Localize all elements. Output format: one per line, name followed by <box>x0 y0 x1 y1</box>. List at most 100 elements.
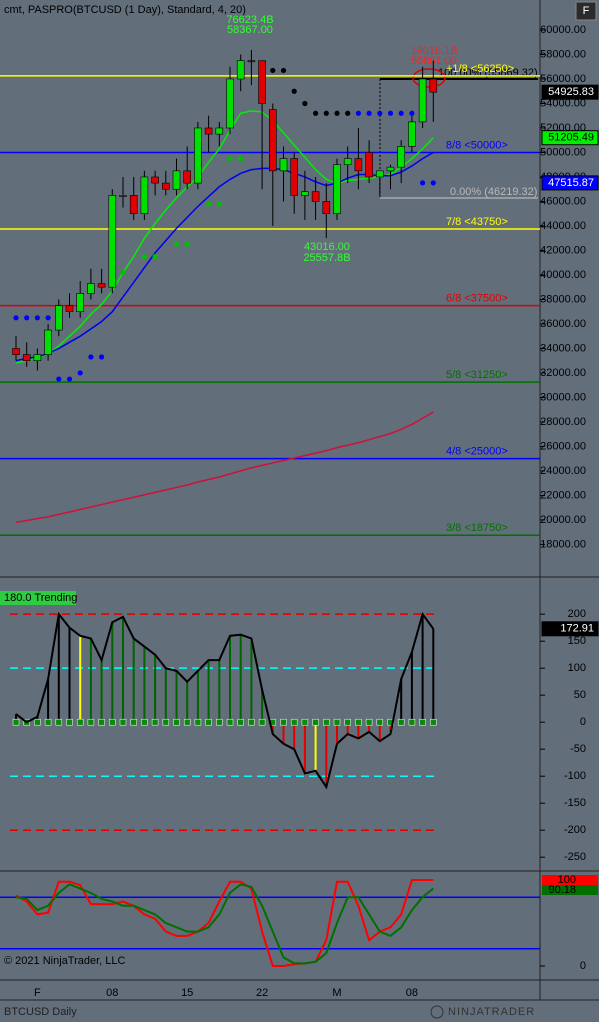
signal-dot <box>56 376 62 382</box>
y-tick-label: 44000.00 <box>540 220 586 232</box>
signal-dot <box>184 241 190 247</box>
candle-body <box>301 191 309 196</box>
signal-dot <box>302 100 308 107</box>
signal-dot <box>387 110 394 116</box>
candle-body <box>54 305 63 331</box>
x-tick-label: 08 <box>106 987 118 999</box>
zero-marker <box>98 718 105 726</box>
signal-dot <box>206 201 212 207</box>
x-tick-label: F <box>34 987 41 999</box>
histogram-bar <box>421 614 424 723</box>
histogram-bar <box>100 660 103 723</box>
price-badge-label: 47515.87 <box>548 177 594 189</box>
level-label: 7/8 <43750> <box>446 216 508 228</box>
logo: NINJATRADER <box>448 1006 535 1018</box>
candle-body <box>365 152 373 178</box>
histogram-bar <box>432 628 435 723</box>
histogram-bar <box>154 654 157 723</box>
candle-body <box>375 170 384 178</box>
moving-average <box>15 151 434 362</box>
signal-dot <box>270 67 276 74</box>
histogram-bar <box>357 722 360 739</box>
histogram-bar <box>261 689 264 723</box>
histogram-bar <box>229 635 231 723</box>
zero-marker <box>312 718 319 726</box>
price-badge <box>541 621 599 637</box>
zero-marker <box>55 718 63 726</box>
candle-body <box>418 78 427 123</box>
histogram-bar <box>239 634 242 723</box>
signal-dot <box>152 253 158 260</box>
y-tick-label: 40000.00 <box>540 269 586 281</box>
panel-button-label[interactable]: F <box>583 5 590 17</box>
histogram-bar <box>143 646 146 723</box>
zero-marker <box>183 718 191 726</box>
zero-marker <box>226 718 234 726</box>
zero-marker <box>365 718 373 726</box>
histogram-bar <box>196 670 199 723</box>
annotation: 58367.00 <box>227 24 273 36</box>
zero-marker <box>408 718 416 726</box>
y-tick-label: 54000.00 <box>540 97 586 109</box>
signal-dot <box>430 180 436 186</box>
price-badge <box>541 84 599 100</box>
histogram-bar <box>325 722 328 787</box>
level-label: 6/8 <37500> <box>446 292 508 304</box>
y-tick-label: -150 <box>564 797 586 809</box>
y-tick-label: 56000.00 <box>540 73 586 85</box>
candle-body <box>333 164 341 215</box>
candle-body <box>215 127 224 135</box>
moving-average <box>15 110 434 364</box>
y-tick-label: 34000.00 <box>540 342 586 354</box>
histogram-bar <box>250 638 253 723</box>
histogram-bar <box>47 678 50 723</box>
value-badge-label: 100 <box>558 874 576 886</box>
histogram-bar <box>389 722 392 735</box>
histogram-bar <box>378 722 381 742</box>
value-badge <box>542 885 598 895</box>
zero-marker <box>248 718 255 726</box>
value-badge-label: 90.18 <box>548 884 576 896</box>
moving-average <box>15 411 434 524</box>
candle-body <box>397 146 406 168</box>
zero-marker <box>109 718 116 726</box>
annotation: 25557.8B <box>303 252 350 264</box>
histogram-bar <box>122 616 124 723</box>
signal-dot <box>88 354 94 360</box>
zero-marker <box>12 718 20 726</box>
signal-dot <box>291 88 297 94</box>
candle-body <box>172 170 181 190</box>
y-tick-label: 42000.00 <box>540 244 586 256</box>
zero-marker <box>216 718 223 726</box>
candle-body <box>226 78 234 129</box>
panel-button[interactable] <box>575 1 597 21</box>
instrument-label: BTCUSD Daily <box>4 1006 77 1018</box>
zero-marker <box>419 718 426 726</box>
y-tick-label: 0 <box>580 960 586 972</box>
y-tick-label: -250 <box>564 851 586 863</box>
level-label: 8/8 <50000> <box>446 139 508 151</box>
logo-icon <box>430 1005 444 1019</box>
histogram-bar <box>164 668 167 723</box>
x-tick-label: 15 <box>181 987 193 999</box>
candle-body <box>408 121 416 147</box>
histogram-bar <box>400 678 403 723</box>
candle-body <box>290 158 299 196</box>
candle-body <box>204 127 213 135</box>
price-badge <box>541 175 599 191</box>
signal-dot <box>66 376 73 382</box>
zero-marker <box>280 718 287 726</box>
y-tick-label: -50 <box>570 743 586 755</box>
histogram-bar <box>186 681 189 723</box>
y-tick-label: 50000.00 <box>540 146 586 158</box>
zero-marker <box>162 718 170 726</box>
zero-marker <box>76 718 84 726</box>
candle-body <box>162 182 170 190</box>
y-tick-label: 100 <box>568 662 586 674</box>
price-badge-label: 172.91 <box>560 623 594 635</box>
y-tick-label: 24000.00 <box>540 465 586 477</box>
stochastic-line <box>15 878 434 967</box>
y-tick-label: 28000.00 <box>540 416 586 428</box>
